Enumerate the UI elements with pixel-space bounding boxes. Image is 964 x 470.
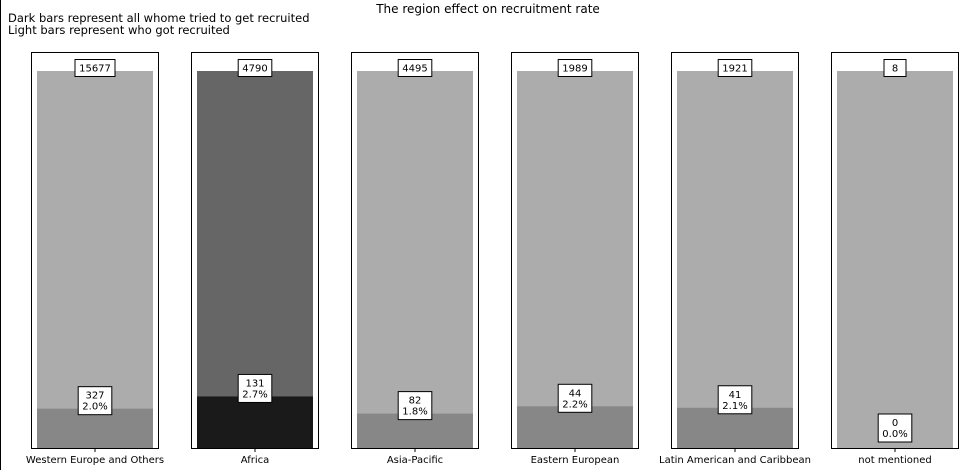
recruited-value-label: 2.0% [82,402,107,413]
recruited-value-label: 2.2% [562,399,587,410]
bar-recruited [517,406,633,448]
recruited-value-label: 82 [409,396,422,407]
x-tick-label: Latin American and Caribbean [659,455,811,466]
x-tick-label: not mentioned [858,455,931,466]
recruited-value-label: 327 [85,391,104,402]
total-value-label-box [717,59,753,77]
panel-frame [191,52,319,449]
total-value-label-box [883,59,907,77]
panel-frame [671,52,799,449]
recruited-value-label: 131 [245,378,264,389]
total-value-label-box [397,59,433,77]
x-tick-label: Eastern European [531,455,620,466]
total-value-label: 15677 [79,64,111,75]
bar-total [357,71,473,448]
recruited-value-label-box [237,373,273,403]
bar-recruited [677,407,793,448]
recruited-value-label-box [877,413,913,443]
recruited-value-label-box [557,383,593,413]
panel-frame [351,52,479,449]
total-value-label-box [237,59,273,77]
recruited-value-label: 0.0% [882,429,907,440]
panel-frame [31,52,159,449]
recruited-value-label: 2.1% [722,401,747,412]
recruited-value-label: 1.8% [402,407,427,418]
bar-total [837,71,953,448]
recruited-value-label-box [77,386,113,416]
total-value-label: 4790 [242,64,267,75]
recruited-value-label: 44 [569,388,582,399]
recruited-value-label: 0 [892,418,898,429]
panel-frame [511,52,639,449]
recruited-value-label: 2.7% [242,389,267,400]
recruited-value-label-box [397,391,433,421]
chart-title: The region effect on recruitment rate [376,2,600,16]
x-tick-label: Africa [241,455,270,466]
total-value-label: 1921 [722,64,747,75]
bar-recruited [197,396,313,448]
legend-note-light: Light bars represent who got recruited [8,23,230,37]
total-value-label-box [74,59,116,77]
bar-total [37,71,153,448]
total-value-label: 4495 [402,64,427,75]
legend-note-dark: Dark bars represent all whome tried to g… [8,11,310,25]
left-axis-line [0,0,1,470]
bar-total [677,71,793,448]
total-value-label: 1989 [562,64,587,75]
recruited-value-label-box [717,385,753,415]
panel-frame [831,52,959,449]
x-tick-label: Asia-Pacific [387,455,443,466]
total-value-label-box [557,59,593,77]
x-tick-label: Western Europe and Others [26,455,164,466]
recruited-value-label: 41 [729,390,742,401]
bar-recruited [37,408,153,448]
total-value-label: 8 [892,64,898,75]
